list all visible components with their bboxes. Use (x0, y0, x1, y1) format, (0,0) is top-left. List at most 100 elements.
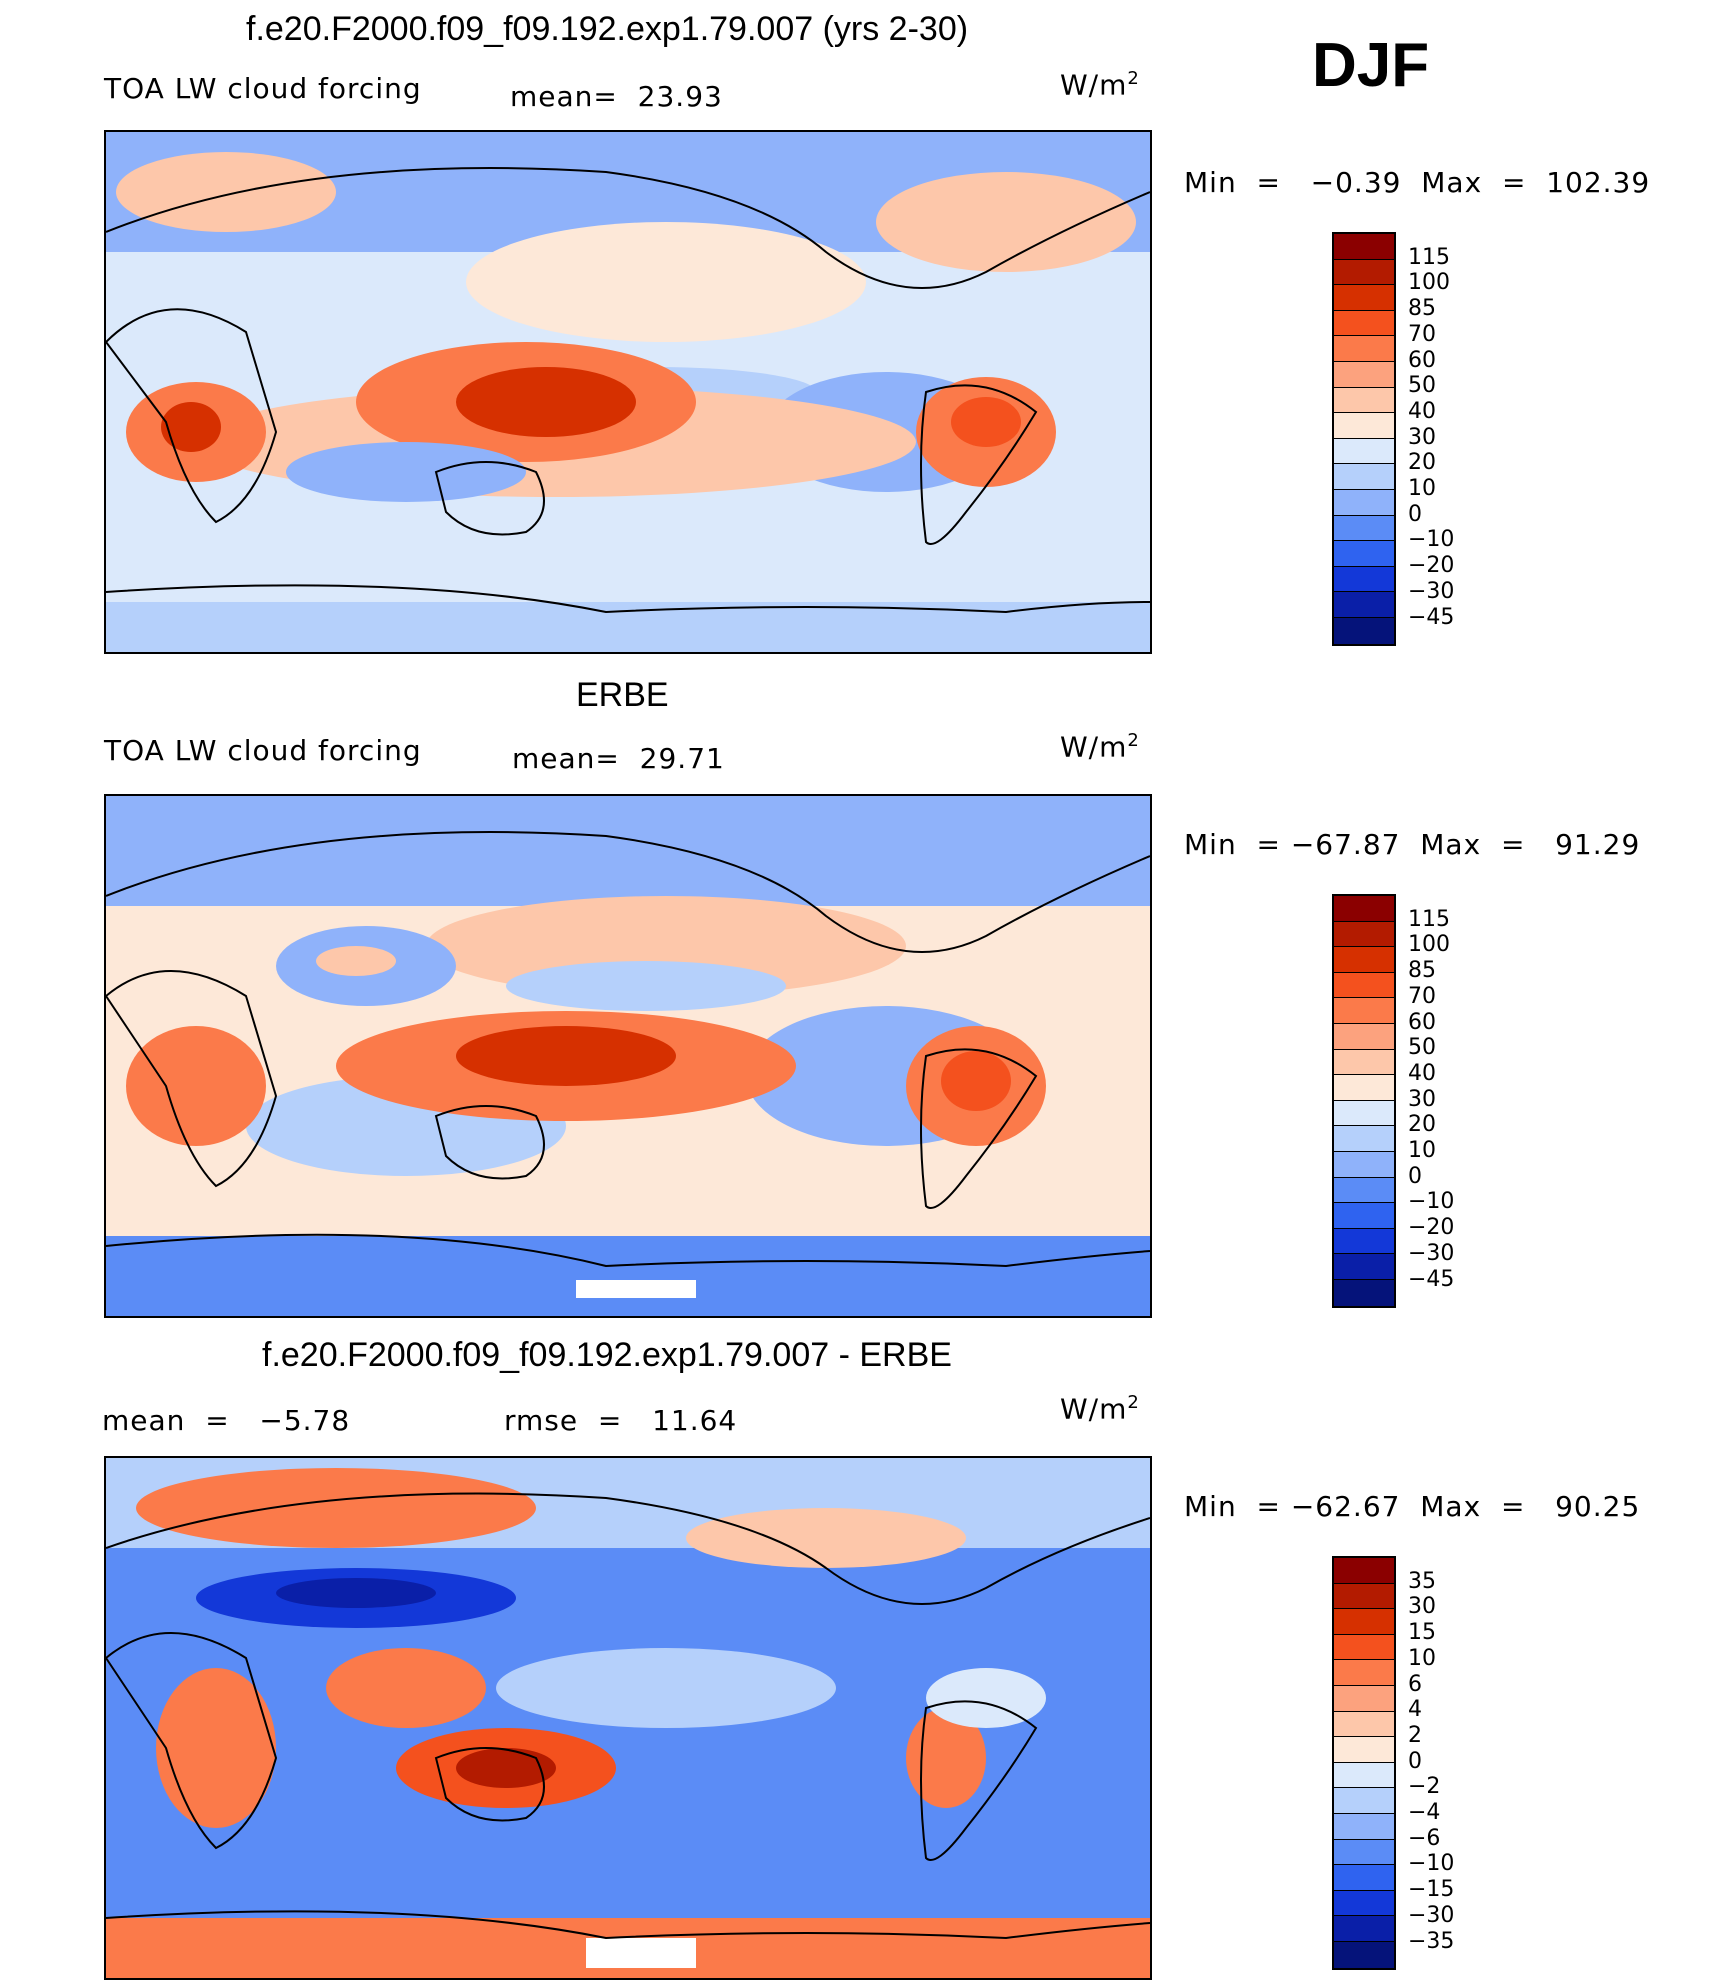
colorbar-swatch (1334, 310, 1394, 337)
panel-3-rmse-label: rmse = 11.64 (504, 1404, 738, 1437)
colorbar-tick-label: 30 (1408, 424, 1436, 450)
colorbar-swatch (1334, 1049, 1394, 1076)
colorbar-swatch (1334, 921, 1394, 948)
colorbar-tick-label: 100 (1408, 270, 1450, 296)
panel-2-min-max: Min = −67.87 Max = 91.29 (1184, 828, 1641, 861)
colorbar-tick-label: 70 (1408, 983, 1436, 1009)
colorbar-tick-label: −15 (1408, 1877, 1455, 1903)
colorbar-swatch (1334, 998, 1394, 1024)
colorbar-swatch (1334, 1737, 1394, 1763)
panel-3-map-graphic (106, 1458, 1150, 1978)
colorbar-tick-label: −35 (1408, 1928, 1455, 1954)
panel-3-units: W/m2 (1060, 1392, 1140, 1426)
colorbar-tick-label: 115 (1408, 244, 1450, 270)
panel-3-mean-label: mean = −5.78 (102, 1404, 351, 1437)
colorbar-swatch (1334, 387, 1394, 414)
panel-1-colorbar (1332, 232, 1396, 646)
colorbar-swatch (1334, 515, 1394, 542)
colorbar-tick-label: 100 (1408, 932, 1450, 958)
colorbar-swatch (1334, 1788, 1394, 1814)
panel-3-colorbar (1332, 1556, 1396, 1970)
colorbar-swatch (1334, 1609, 1394, 1635)
colorbar-tick-label: 50 (1408, 373, 1436, 399)
colorbar-swatch (1334, 617, 1394, 644)
colorbar-tick-label: −30 (1408, 578, 1455, 604)
panel-3-title: f.e20.F2000.f09_f09.192.exp1.79.007 - ER… (262, 1336, 952, 1374)
panel-3-map (104, 1456, 1152, 1980)
colorbar-swatch (1334, 1583, 1394, 1610)
panel-1-mean-label: mean= 23.93 (510, 80, 723, 113)
panel-1-variable-label: TOA LW cloud forcing (104, 72, 422, 105)
panel-2-map (104, 794, 1152, 1318)
panel-3-min-max: Min = −62.67 Max = 90.25 (1184, 1490, 1641, 1523)
colorbar-swatch (1334, 1941, 1394, 1968)
panel-2-mean-label: mean= 29.71 (512, 742, 725, 775)
colorbar-swatch (1334, 947, 1394, 973)
panel-2-variable-label: TOA LW cloud forcing (104, 734, 422, 767)
colorbar-swatch (1334, 541, 1394, 567)
colorbar-tick-label: 0 (1408, 1748, 1422, 1774)
colorbar-tick-label: 50 (1408, 1035, 1436, 1061)
colorbar-tick-label: 60 (1408, 347, 1436, 373)
colorbar-tick-label: 40 (1408, 398, 1436, 424)
colorbar-swatch (1334, 259, 1394, 286)
colorbar-tick-label: −30 (1408, 1240, 1455, 1266)
colorbar-tick-label: −30 (1408, 1902, 1455, 1928)
colorbar-tick-label: 6 (1408, 1671, 1422, 1697)
panel-1-units: W/m2 (1060, 68, 1140, 102)
colorbar-swatch (1334, 1100, 1394, 1127)
colorbar-tick-label: 85 (1408, 958, 1436, 984)
colorbar-swatch (1334, 1254, 1394, 1280)
panel-2-colorbar (1332, 894, 1396, 1308)
panel-2-map-graphic (106, 796, 1150, 1316)
colorbar-tick-label: −10 (1408, 527, 1455, 553)
colorbar-tick-label: −2 (1408, 1774, 1441, 1800)
colorbar-swatch (1334, 1203, 1394, 1229)
colorbar-tick-label: 0 (1408, 501, 1422, 527)
colorbar-tick-label: 30 (1408, 1086, 1436, 1112)
colorbar-tick-label: −45 (1408, 1266, 1455, 1292)
colorbar-tick-label: 30 (1408, 1594, 1436, 1620)
colorbar-tick-label: −20 (1408, 553, 1455, 579)
colorbar-tick-label: 115 (1408, 906, 1450, 932)
colorbar-swatch (1334, 972, 1394, 999)
colorbar-tick-label: 10 (1408, 1645, 1436, 1671)
colorbar-swatch (1334, 1762, 1394, 1789)
colorbar-swatch (1334, 285, 1394, 311)
colorbar-tick-label: 85 (1408, 296, 1436, 322)
colorbar-swatch (1334, 336, 1394, 362)
colorbar-swatch (1334, 489, 1394, 516)
colorbar-swatch (1334, 1916, 1394, 1942)
colorbar-tick-label: −10 (1408, 1851, 1455, 1877)
colorbar-swatch (1334, 1558, 1394, 1584)
colorbar-tick-label: 10 (1408, 1138, 1436, 1163)
colorbar-swatch (1334, 1228, 1394, 1255)
panel-1-map-graphic (106, 132, 1150, 652)
colorbar-swatch (1334, 464, 1394, 490)
panel-1-map (104, 130, 1152, 654)
colorbar-swatch (1334, 566, 1394, 593)
colorbar-tick-label: 2 (1408, 1722, 1422, 1748)
panel-2-units: W/m2 (1060, 730, 1140, 764)
colorbar-swatch (1334, 1685, 1394, 1712)
colorbar-swatch (1334, 1075, 1394, 1101)
colorbar-swatch (1334, 592, 1394, 618)
panel-1-min-max: Min = −0.39 Max = 102.39 (1184, 166, 1651, 199)
panel-2-title: ERBE (576, 676, 669, 714)
colorbar-swatch (1334, 1151, 1394, 1178)
colorbar-swatch (1334, 1126, 1394, 1152)
colorbar-tick-label: 20 (1408, 1112, 1436, 1138)
panel-1-title: f.e20.F2000.f09_f09.192.exp1.79.007 (yrs… (246, 10, 969, 48)
colorbar-tick-label: −6 (1408, 1825, 1441, 1851)
colorbar-tick-label: 35 (1408, 1568, 1436, 1594)
colorbar-tick-label: 0 (1408, 1163, 1422, 1189)
colorbar-tick-label: −45 (1408, 604, 1455, 630)
colorbar-tick-label: 70 (1408, 321, 1436, 347)
colorbar-swatch (1334, 896, 1394, 922)
colorbar-swatch (1334, 1839, 1394, 1866)
colorbar-swatch (1334, 361, 1394, 388)
colorbar-swatch (1334, 1711, 1394, 1738)
colorbar-tick-label: −10 (1408, 1189, 1455, 1215)
colorbar-swatch (1334, 413, 1394, 439)
colorbar-swatch (1334, 1177, 1394, 1204)
